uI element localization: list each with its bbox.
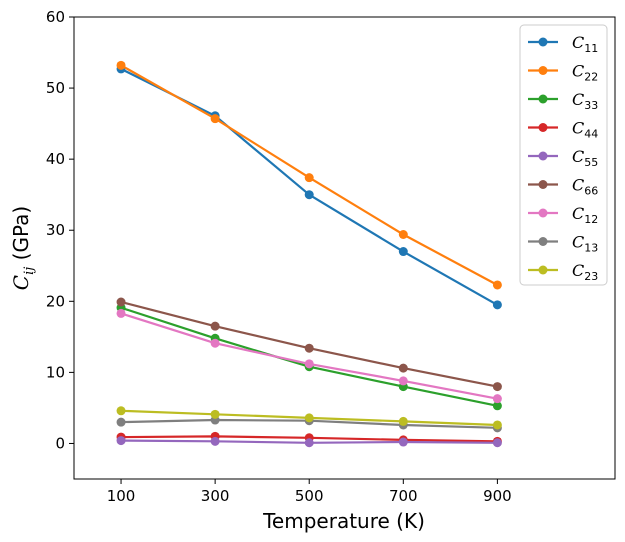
- legend-label-main: C: [572, 147, 584, 166]
- legend-marker-c23: [538, 265, 548, 275]
- legend-label-sub: 66: [584, 185, 598, 198]
- data-point-c66: [304, 343, 314, 353]
- data-point-c12: [398, 376, 408, 386]
- data-point-c22: [210, 114, 220, 124]
- data-point-c11: [492, 300, 502, 310]
- legend-label-sub: 13: [584, 242, 598, 255]
- y-axis: 0 10 20 30 40 50 60: [46, 8, 74, 452]
- y-tick-label: 20: [46, 292, 65, 310]
- data-point-c23: [210, 409, 220, 419]
- y-tick-label: 10: [46, 363, 65, 381]
- x-axis-title: Temperature (K): [262, 509, 425, 533]
- data-point-c12: [492, 394, 502, 404]
- data-point-c66: [116, 297, 126, 307]
- data-point-c22: [398, 229, 408, 239]
- legend-label-sub: 33: [584, 99, 598, 112]
- x-tick-label: 700: [389, 487, 418, 505]
- x-axis: 100 300 500 700 900: [107, 479, 512, 505]
- legend-label-sub: 44: [584, 128, 598, 141]
- x-tick-label: 300: [201, 487, 230, 505]
- y-tick-label: 60: [46, 8, 65, 26]
- y-tick-label: 40: [46, 150, 65, 168]
- data-point-c11: [398, 247, 408, 257]
- x-tick-label: 900: [483, 487, 512, 505]
- legend-marker-c11: [538, 37, 548, 47]
- plot-frame: [73, 16, 616, 480]
- data-point-c23: [492, 420, 502, 430]
- data-point-c22: [492, 280, 502, 290]
- legend-label-sub: 22: [584, 71, 598, 84]
- legend-box: [519, 24, 608, 286]
- legend-label-c55: C55: [572, 147, 598, 169]
- legend-label-sub: 23: [584, 270, 598, 283]
- legend-label-main: C: [572, 176, 584, 195]
- y-tick-label: 50: [46, 79, 65, 97]
- series-layer: [116, 60, 502, 448]
- data-point-c55: [116, 436, 126, 446]
- legend-marker-c55: [538, 151, 548, 161]
- x-tick-label: 500: [295, 487, 324, 505]
- legend-label-main: C: [572, 90, 584, 109]
- y-tick-label: 30: [46, 221, 65, 239]
- legend-label-main: C: [572, 62, 584, 81]
- y-axis-title: Cij (GPa): [9, 206, 37, 290]
- legend-marker-c12: [538, 208, 548, 218]
- data-point-c23: [304, 413, 314, 423]
- legend-label-c13: C13: [572, 233, 598, 255]
- data-point-c55: [492, 438, 502, 448]
- legend-label-main: C: [572, 33, 584, 52]
- y-axis-title-sub: ij: [22, 267, 37, 275]
- y-axis-title-unit: (GPa): [9, 206, 33, 267]
- legend-label-c33: C33: [572, 90, 598, 112]
- data-point-c22: [304, 173, 314, 183]
- data-point-c66: [398, 363, 408, 373]
- data-point-c22: [116, 60, 126, 70]
- data-point-c12: [210, 338, 220, 348]
- legend-label-c23: C23: [572, 261, 598, 283]
- legend-marker-c33: [538, 94, 548, 104]
- legend-label-sub: 55: [584, 156, 598, 169]
- y-tick-label: 0: [55, 434, 65, 452]
- legend-marker-c13: [538, 237, 548, 246]
- legend-label-c66: C66: [572, 176, 598, 198]
- data-point-c55: [398, 437, 408, 447]
- legend-label-c22: C22: [572, 62, 598, 84]
- legend-label-sub: 12: [584, 213, 598, 226]
- data-point-c13: [116, 417, 126, 427]
- data-point-c55: [304, 438, 314, 448]
- legend-label-main: C: [572, 233, 584, 252]
- data-point-c55: [210, 436, 220, 446]
- legend-label-main: C: [572, 261, 584, 280]
- legend-label-c12: C12: [572, 204, 598, 226]
- legend-label-sub: 11: [584, 42, 598, 55]
- legend-label-c44: C44: [572, 119, 598, 141]
- data-point-c66: [492, 382, 502, 392]
- legend-label-main: C: [572, 204, 584, 223]
- data-point-c12: [116, 308, 126, 318]
- data-point-c23: [398, 416, 408, 426]
- x-tick-label: 100: [107, 487, 136, 505]
- data-point-c66: [210, 321, 220, 331]
- data-point-c12: [304, 359, 314, 369]
- y-axis-title-main: C: [9, 275, 33, 290]
- data-point-c33: [492, 401, 502, 411]
- data-point-c23: [116, 406, 126, 416]
- legend-label-c11: C11: [572, 33, 598, 55]
- legend-marker-c22: [538, 66, 548, 75]
- legend-marker-c44: [538, 123, 548, 132]
- legend-marker-c66: [538, 180, 548, 189]
- data-point-c11: [304, 190, 314, 200]
- legend-label-main: C: [572, 119, 584, 138]
